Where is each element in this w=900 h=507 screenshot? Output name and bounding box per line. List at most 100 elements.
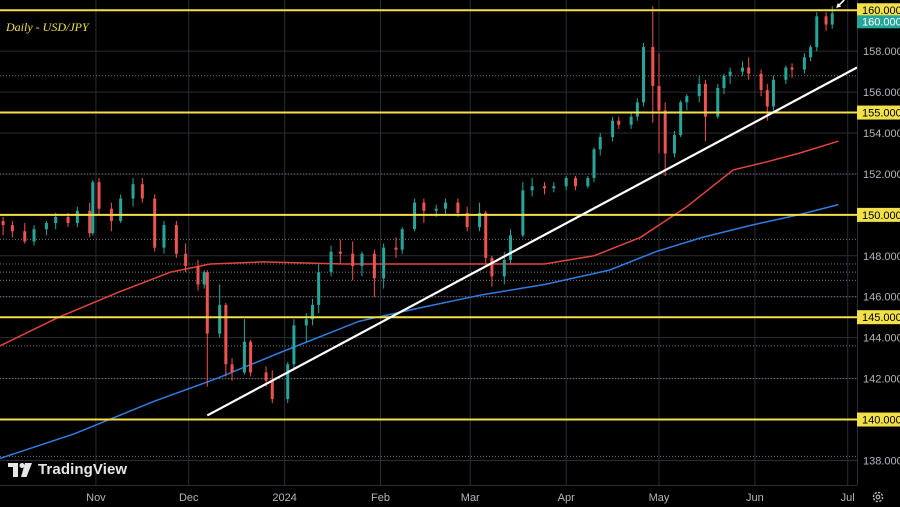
candle-body xyxy=(521,190,525,236)
candle-body xyxy=(598,137,602,150)
candle-body xyxy=(508,235,512,260)
candle xyxy=(131,178,135,207)
candle-body xyxy=(728,71,732,76)
candle xyxy=(162,221,166,254)
candle xyxy=(790,63,794,78)
candle-body xyxy=(490,257,494,277)
candle-body xyxy=(809,47,813,58)
candle xyxy=(635,98,639,121)
price-tick-label: 158.000 xyxy=(863,46,900,58)
candle-body xyxy=(573,178,577,187)
candle xyxy=(586,175,590,189)
time-tick-label: Nov xyxy=(86,492,106,504)
level-price-tag: 145.000 xyxy=(857,310,900,325)
candle-body xyxy=(629,116,633,125)
price-tick-label: 142.000 xyxy=(863,374,900,386)
candle-body xyxy=(1,221,5,226)
candle xyxy=(598,133,602,156)
moving-averages xyxy=(0,140,839,460)
candle-body xyxy=(382,247,386,279)
candle xyxy=(679,100,683,138)
moving-average-blue xyxy=(0,203,839,460)
price-tick-label: 154.000 xyxy=(863,128,900,140)
candle-body xyxy=(502,259,506,277)
candle-body xyxy=(657,85,661,111)
candle xyxy=(351,241,355,281)
trendline-group[interactable] xyxy=(206,66,858,417)
candle-body xyxy=(394,247,398,250)
candle xyxy=(657,53,661,154)
candle-body xyxy=(747,67,751,74)
level-price-tag-label: 145.000 xyxy=(862,312,900,324)
level-price-tag: 140.000 xyxy=(857,412,900,427)
tradingview-brand[interactable]: TradingView xyxy=(8,461,127,478)
level-price-tag-bg xyxy=(857,3,900,18)
price-axis[interactable]: 138.000 142.000 144.000 146.000 148.000 152.0… xyxy=(857,0,900,485)
last-price-tag: 160.000 xyxy=(857,15,900,29)
candle-body xyxy=(722,75,726,88)
candle-body xyxy=(140,184,144,199)
candle xyxy=(140,178,144,203)
candle xyxy=(759,69,763,97)
candle-body xyxy=(784,67,788,80)
candle-body xyxy=(478,212,482,228)
candle xyxy=(75,206,79,228)
candle xyxy=(338,239,342,264)
candle xyxy=(672,130,676,158)
candle-body xyxy=(484,212,488,258)
candle-body xyxy=(741,67,745,72)
candle xyxy=(205,270,209,387)
candle-body xyxy=(184,253,188,267)
candle xyxy=(771,75,775,111)
candle-body xyxy=(372,253,376,279)
price-tick-label: 144.000 xyxy=(863,333,900,345)
horizontal-levels[interactable] xyxy=(0,9,857,421)
candle xyxy=(174,221,178,258)
candle-body xyxy=(153,198,157,248)
candle-body xyxy=(224,304,228,365)
candle xyxy=(32,225,36,246)
candle xyxy=(286,362,290,404)
arrow-icon-head xyxy=(836,2,842,8)
candle xyxy=(153,194,157,252)
candle-body xyxy=(434,208,438,211)
level-price-tag-bg xyxy=(857,412,900,427)
candle xyxy=(521,182,525,238)
candle xyxy=(703,79,707,142)
candle-body xyxy=(759,73,763,91)
candle-body xyxy=(205,272,209,334)
candle-body xyxy=(131,184,135,199)
candle xyxy=(317,263,321,314)
candle xyxy=(224,302,228,377)
candle-body xyxy=(270,380,274,400)
candle xyxy=(564,175,568,191)
gear-icon[interactable] xyxy=(872,491,884,503)
candle-body xyxy=(88,210,92,234)
candle-body xyxy=(66,216,70,224)
candle xyxy=(741,61,745,76)
candle-body xyxy=(360,253,364,267)
candle xyxy=(394,237,398,258)
candle-body xyxy=(530,186,534,191)
candle xyxy=(722,73,726,95)
candle-body xyxy=(679,102,683,136)
candle xyxy=(592,147,596,183)
candle-body xyxy=(422,202,426,211)
time-tick-label: Mar xyxy=(461,492,480,504)
candle xyxy=(456,198,460,217)
candle-body xyxy=(697,83,701,97)
time-tick-label: Jun xyxy=(746,492,764,504)
candle-body xyxy=(663,110,667,154)
candle xyxy=(543,182,547,195)
candle xyxy=(184,243,188,273)
candle-body xyxy=(617,120,621,125)
candle xyxy=(218,284,222,338)
candle-body xyxy=(444,202,448,209)
candle xyxy=(310,298,314,326)
candle xyxy=(697,75,701,103)
time-axis[interactable]: Nov Dec 2024 Feb Mar Apr May Jun Jul xyxy=(0,485,857,505)
level-price-tag: 150.000 xyxy=(857,207,900,222)
candle-body xyxy=(292,325,296,365)
candle-body xyxy=(249,341,253,373)
